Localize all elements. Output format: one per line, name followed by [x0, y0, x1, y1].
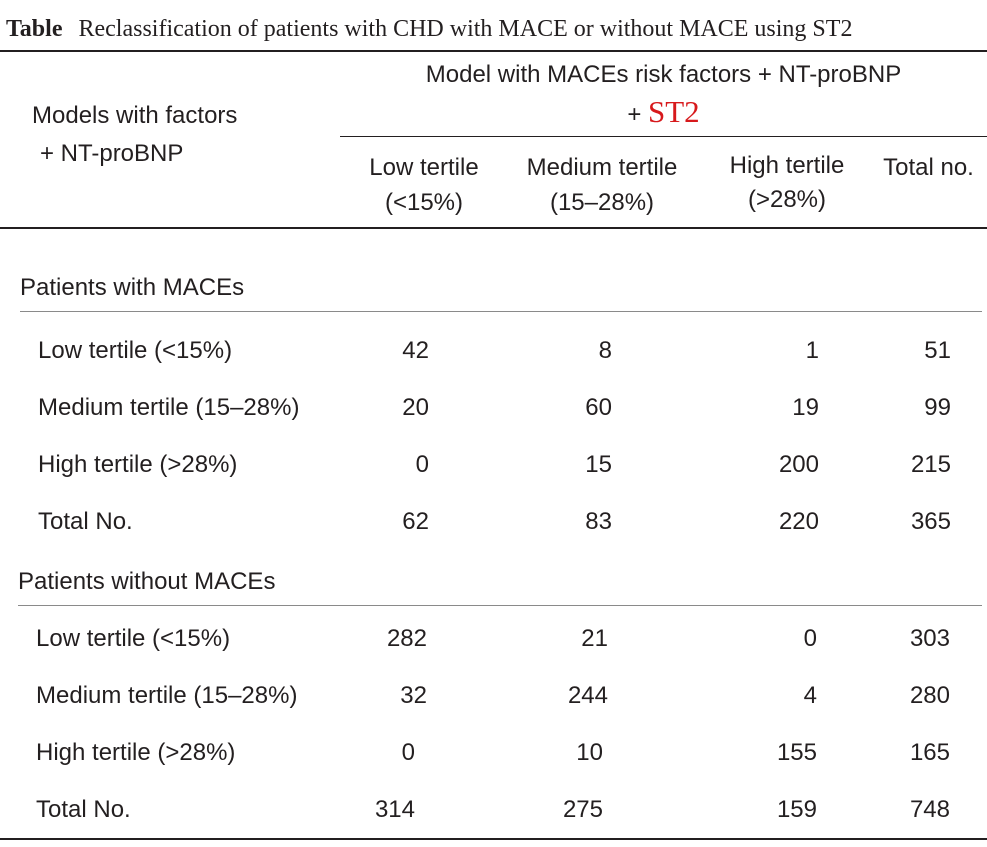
cell-low: 0: [415, 451, 429, 478]
top-rule: [0, 50, 987, 52]
cell-medium: 275: [562, 796, 603, 823]
cell-medium: 10: [576, 739, 603, 766]
section-rule: [20, 311, 982, 312]
cell-high: 220: [778, 508, 819, 535]
cell-total: 215: [910, 451, 951, 478]
row-label: Medium tertile (15–28%): [38, 394, 300, 421]
row-label-header-line2: + NT-proBNP: [40, 140, 184, 167]
cell-low: 62: [402, 508, 429, 535]
col-header-medium-line2: (15–28%): [549, 189, 655, 216]
cell-low: 42: [402, 337, 429, 364]
caption-label: Table: [6, 16, 63, 42]
cell-medium: 8: [598, 337, 612, 364]
cell-high: 159: [776, 796, 817, 823]
group-header-line2: + ST2: [340, 96, 987, 127]
row-label: Medium tertile (15–28%): [36, 682, 298, 709]
st2-highlight: ST2: [648, 94, 700, 129]
col-header-low-line1: Low tertile: [369, 154, 479, 181]
section-rule: [18, 605, 982, 606]
cell-medium: 21: [581, 625, 608, 652]
cell-total: 365: [910, 508, 951, 535]
cell-high: 19: [792, 394, 819, 421]
cell-total: 303: [909, 625, 950, 652]
row-label: High tertile (>28%): [36, 739, 236, 766]
row-label: Low tertile (<15%): [36, 625, 231, 652]
col-header-low-line2: (<15%): [384, 189, 464, 216]
cell-total: 165: [909, 739, 950, 766]
col-header-total: Total no.: [883, 154, 974, 181]
col-header-medium-line1: Medium tertile: [526, 154, 678, 181]
group-header-line1: Model with MACEs risk factors + NT-proBN…: [425, 61, 902, 88]
cell-high: 0: [803, 625, 817, 652]
group-header-prefix: +: [627, 101, 642, 128]
cell-medium: 244: [567, 682, 608, 709]
cell-total: 51: [924, 337, 951, 364]
cell-high: 200: [778, 451, 819, 478]
cell-low: 0: [401, 739, 415, 766]
cell-total: 280: [909, 682, 950, 709]
table-caption: Table Reclassification of patients with C…: [6, 16, 852, 43]
row-label: Total No.: [38, 508, 133, 535]
cell-low: 32: [400, 682, 427, 709]
row-label: High tertile (>28%): [38, 451, 238, 478]
cell-low: 282: [386, 625, 427, 652]
group-header-rule: [340, 136, 987, 137]
cell-medium: 60: [585, 394, 612, 421]
col-header-high-line1: High tertile: [729, 152, 845, 179]
cell-high: 4: [803, 682, 817, 709]
header-bottom-rule: [0, 227, 987, 229]
cell-high: 1: [805, 337, 819, 364]
row-label-header-line1: Models with factors: [32, 102, 238, 129]
cell-total: 99: [924, 394, 951, 421]
cell-medium: 15: [585, 451, 612, 478]
section-title-with-maces: Patients with MACEs: [20, 274, 245, 301]
cell-low: 20: [402, 394, 429, 421]
bottom-rule: [0, 838, 987, 840]
cell-medium: 83: [585, 508, 612, 535]
col-header-high-line2: (>28%): [747, 186, 827, 213]
cell-low: 314: [374, 796, 415, 823]
row-label: Total No.: [36, 796, 131, 823]
cell-high: 155: [776, 739, 817, 766]
caption-text: Reclassification of patients with CHD wi…: [78, 16, 853, 42]
cell-total: 748: [909, 796, 950, 823]
row-label: Low tertile (<15%): [38, 337, 233, 364]
section-title-without-maces: Patients without MACEs: [18, 568, 276, 595]
